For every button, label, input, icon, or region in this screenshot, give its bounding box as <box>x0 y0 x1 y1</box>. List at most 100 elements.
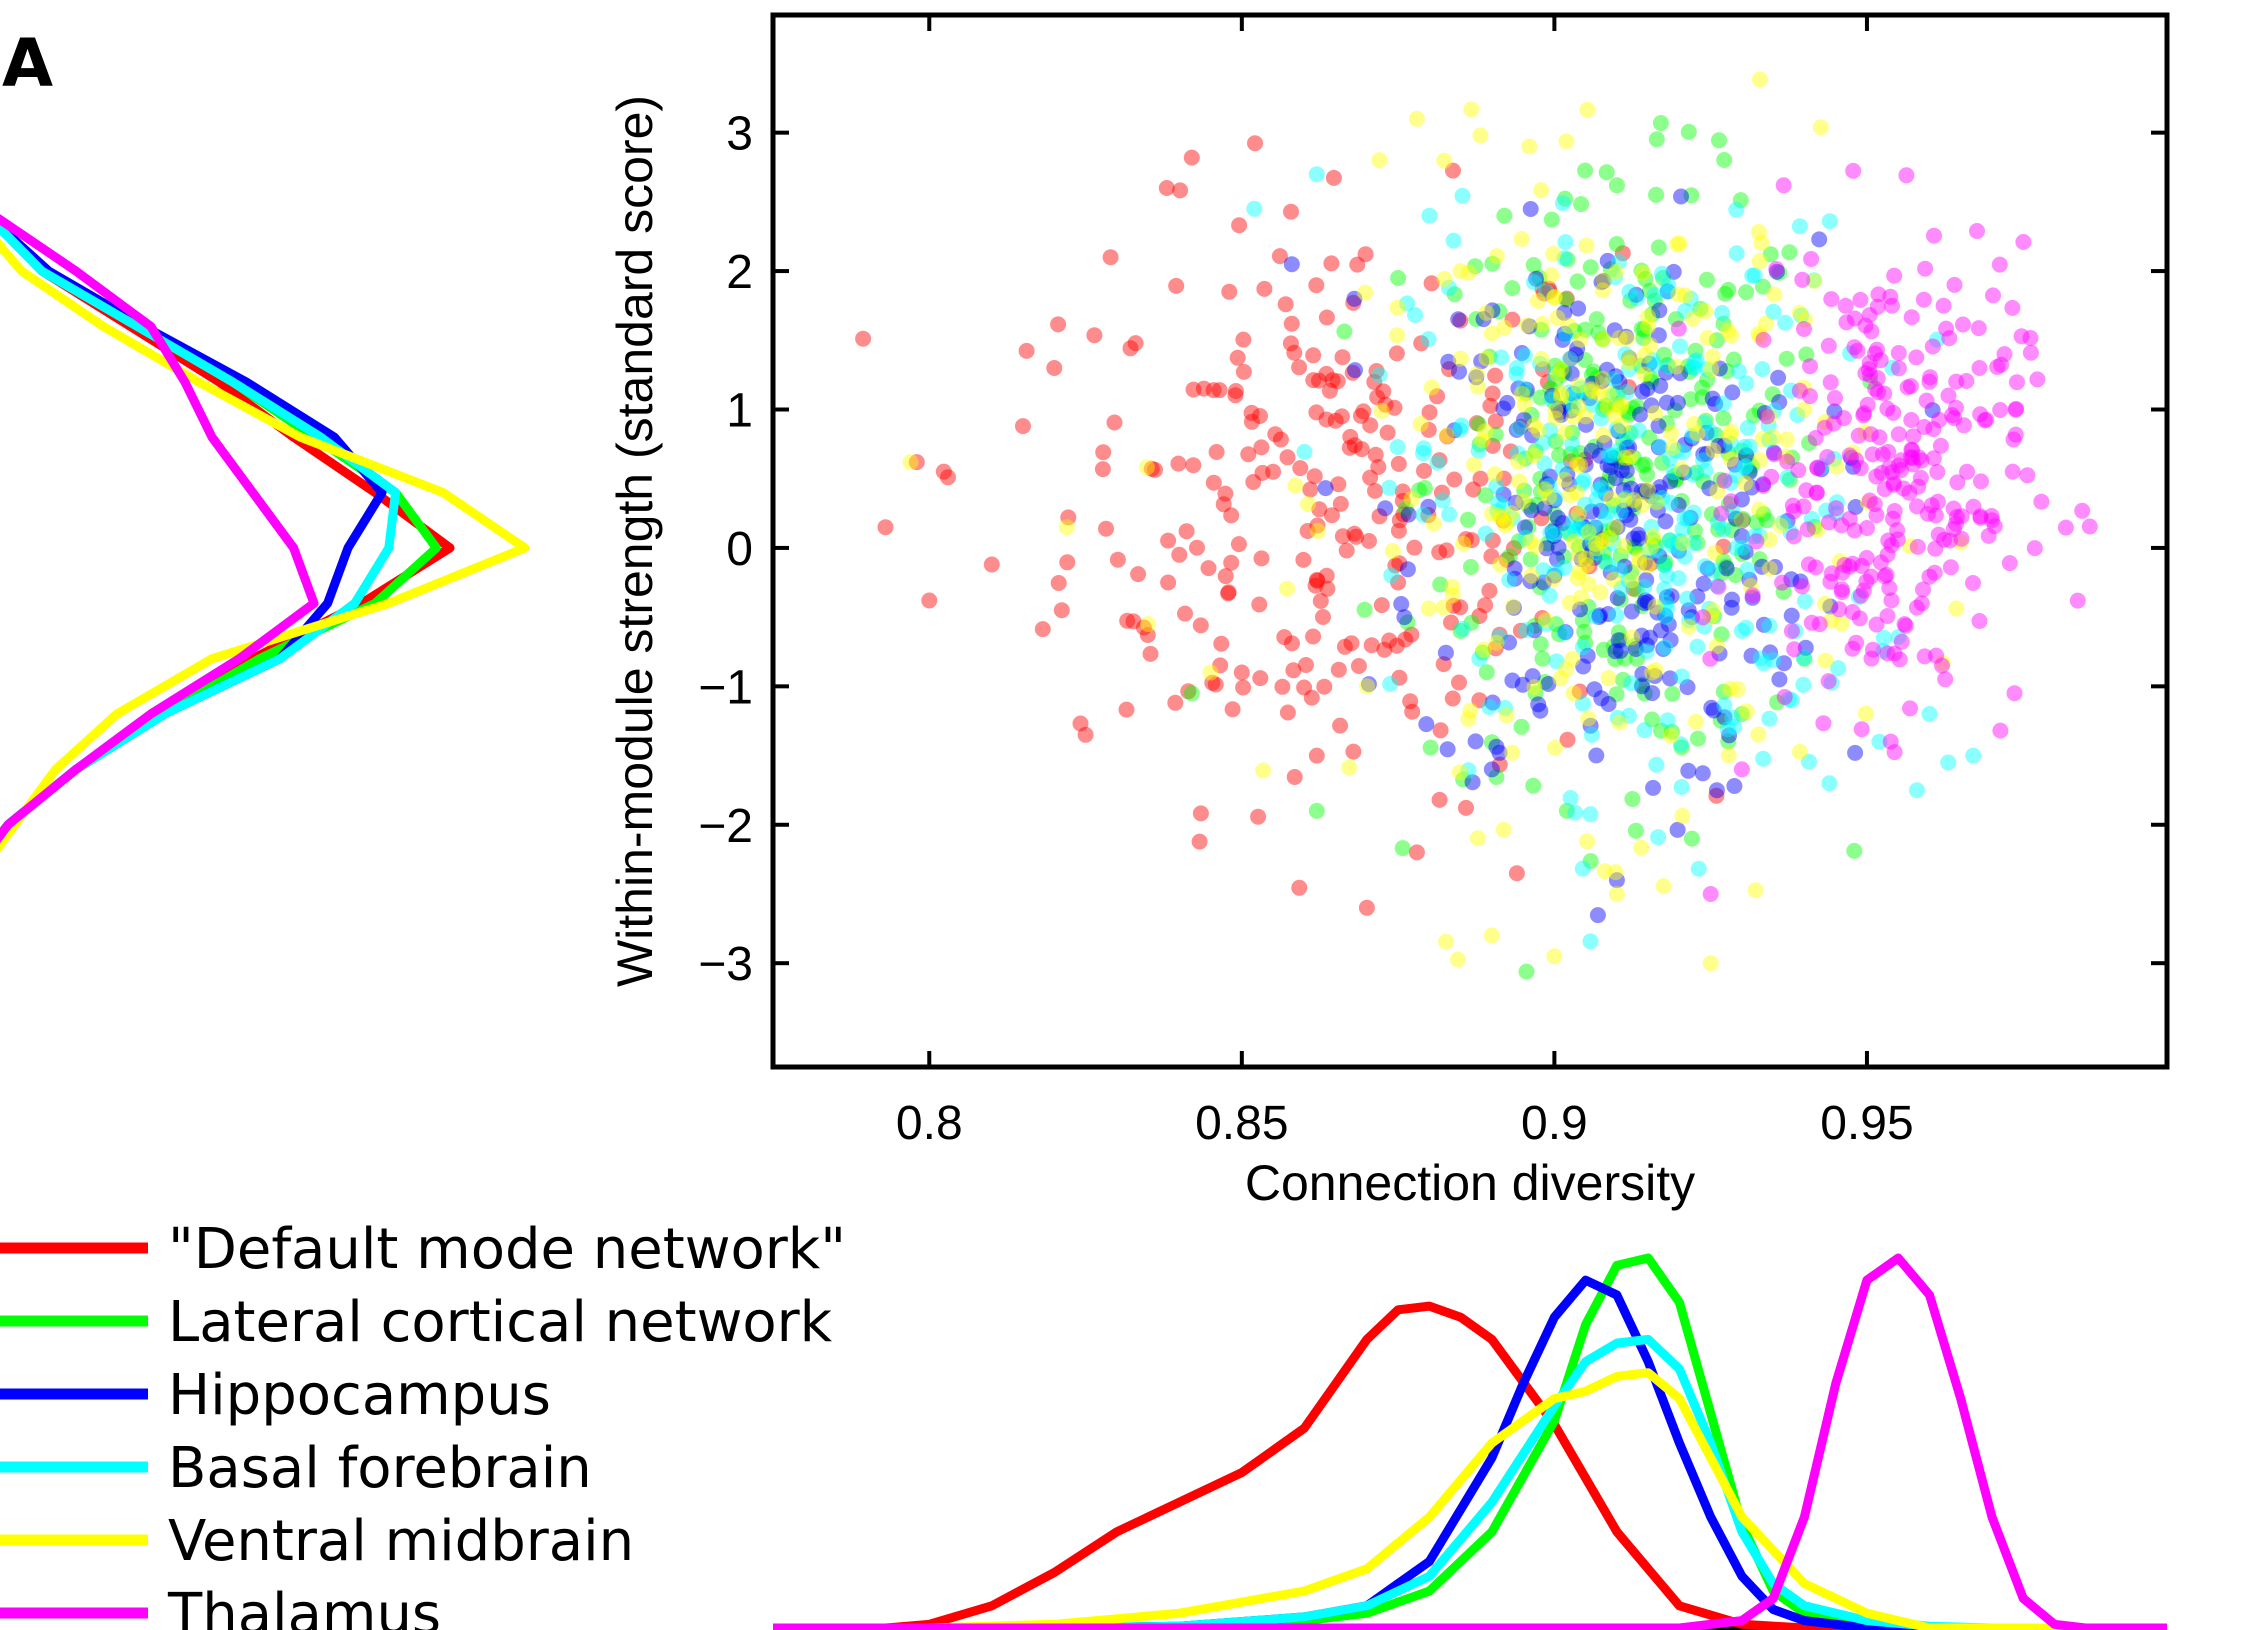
scatter-point <box>1095 444 1112 461</box>
scatter-point <box>1577 408 1594 425</box>
scatter-point <box>1841 510 1858 527</box>
scatter-point <box>1903 441 1920 458</box>
scatter-point <box>1639 557 1656 574</box>
scatter-point <box>1746 267 1763 284</box>
scatter-point <box>1701 600 1718 617</box>
scatter-point <box>1353 441 1370 458</box>
scatter-point <box>1569 570 1586 587</box>
scatter-point <box>1815 715 1832 732</box>
scatter-point <box>1695 452 1712 469</box>
scatter-point <box>1118 701 1135 718</box>
scatter-point <box>1367 482 1383 499</box>
scatter-point <box>1613 417 1630 434</box>
scatter-point <box>1761 617 1778 634</box>
scatter-point <box>1608 263 1625 280</box>
scatter-point <box>1618 439 1635 456</box>
scatter-point <box>1744 587 1761 604</box>
scatter-point <box>1847 499 1864 515</box>
scatter-point <box>1139 627 1156 643</box>
scatter-point <box>1550 539 1567 556</box>
scatter-point <box>1446 422 1463 439</box>
scatter-point <box>1752 650 1769 667</box>
scatter-point <box>1554 331 1571 348</box>
scatter-point <box>1390 455 1407 472</box>
scatter-point <box>1886 503 1903 519</box>
scatter-point <box>1185 381 1202 398</box>
scatter-point <box>1621 350 1638 367</box>
scatter-point <box>1716 709 1733 726</box>
scatter-point <box>1822 598 1839 615</box>
scatter-point <box>1308 747 1325 764</box>
scatter-point <box>1552 404 1569 421</box>
scatter-point <box>1561 317 1577 334</box>
scatter-point <box>1283 256 1300 273</box>
scatter-point <box>1571 683 1588 700</box>
scatter-point <box>1965 498 1982 515</box>
scatter-point <box>1396 609 1413 626</box>
scatter-point <box>1802 358 1818 375</box>
scatter-point <box>1857 317 1874 334</box>
scatter-point <box>1549 309 1566 326</box>
scatter-point <box>1434 492 1451 509</box>
scatter-point <box>1784 497 1801 514</box>
scatter-point <box>1712 712 1729 729</box>
scatter-point <box>1927 507 1944 524</box>
scatter-point <box>1684 310 1701 327</box>
scatter-point <box>1681 612 1698 629</box>
scatter-point <box>1469 830 1486 847</box>
scatter-point <box>1334 349 1351 366</box>
scatter-point <box>1673 493 1690 509</box>
scatter-point <box>1265 463 1282 480</box>
scatter-point <box>1657 607 1674 624</box>
scatter-point <box>1633 627 1650 644</box>
scatter-point <box>1772 517 1789 534</box>
scatter-point <box>1758 512 1775 529</box>
scatter-point <box>1916 648 1933 665</box>
scatter-point <box>1611 374 1628 391</box>
scatter-point <box>1284 635 1300 652</box>
scatter-point <box>1215 496 1232 513</box>
scatter-point <box>1484 255 1501 272</box>
scatter-point <box>1875 629 1892 646</box>
scatter-point <box>1905 456 1921 473</box>
scatter-point <box>1755 655 1772 672</box>
scatter-point <box>1684 427 1701 444</box>
scatter-point <box>1618 328 1635 345</box>
scatter-point <box>1573 519 1590 536</box>
scatter-point <box>1348 528 1365 545</box>
scatter-point <box>1851 610 1868 627</box>
scatter-point <box>1600 386 1617 402</box>
scatter-point <box>1460 711 1477 727</box>
scatter-point <box>1435 656 1452 673</box>
scatter-point <box>1870 286 1887 303</box>
scatter-point <box>1614 245 1631 262</box>
scatter-point <box>1429 454 1446 471</box>
scatter-point <box>1588 311 1605 328</box>
scatter-point <box>1170 455 1187 472</box>
scatter-point <box>1762 246 1779 263</box>
scatter-point <box>1573 515 1590 532</box>
scatter-point <box>1709 514 1726 531</box>
scatter-point <box>1674 535 1691 552</box>
scatter-point <box>2069 592 2086 609</box>
scatter-point <box>1812 119 1829 136</box>
scatter-point <box>1195 380 1212 397</box>
scatter-point <box>1586 681 1603 698</box>
scatter-point <box>1599 503 1616 520</box>
scatter-point <box>1973 473 1989 490</box>
scatter-point <box>1674 807 1691 824</box>
scatter-point <box>1440 353 1457 370</box>
scatter-point <box>1828 458 1845 475</box>
scatter-point <box>1527 538 1544 555</box>
scatter-point <box>1552 361 1569 378</box>
scatter-point <box>1881 459 1898 476</box>
scatter-point <box>1587 519 1604 536</box>
scatter-point <box>1567 387 1584 404</box>
scatter-point <box>1697 462 1714 479</box>
scatter-point <box>1757 315 1774 332</box>
scatter-point <box>1844 444 1861 461</box>
scatter-point <box>1478 350 1495 367</box>
scatter-point <box>1491 303 1508 320</box>
scatter-point <box>1341 759 1358 776</box>
scatter-point <box>1496 319 1513 336</box>
